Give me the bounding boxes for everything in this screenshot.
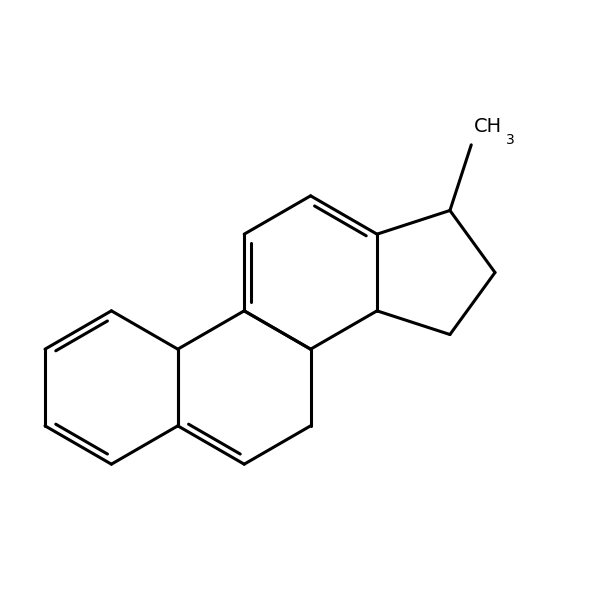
Text: 3: 3 (505, 133, 514, 146)
Text: CH: CH (474, 117, 502, 136)
